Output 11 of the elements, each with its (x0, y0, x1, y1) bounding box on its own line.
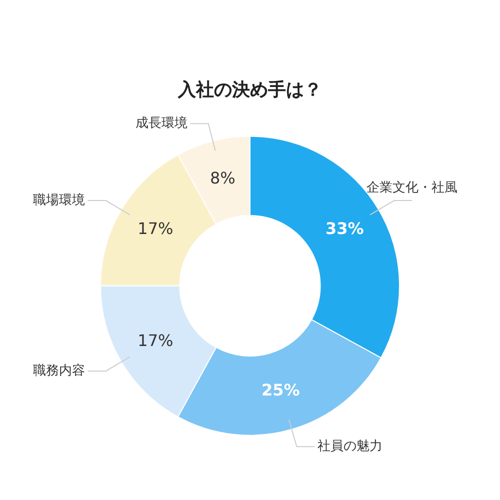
data-label: 33% (325, 219, 364, 238)
slice-label: 社員の魅力 (318, 439, 383, 454)
data-label: 17% (138, 219, 174, 238)
slice-label: 企業文化・社風 (366, 180, 458, 196)
slice-label: 職務内容 (32, 362, 85, 378)
chart-title: 入社の決め手は？ (177, 79, 322, 100)
data-label: 25% (262, 380, 300, 400)
slice-label: 職場環境 (32, 192, 85, 208)
data-label: 17% (138, 330, 174, 350)
data-label: 8% (210, 168, 236, 188)
slice-label: 成長環境 (135, 114, 188, 131)
